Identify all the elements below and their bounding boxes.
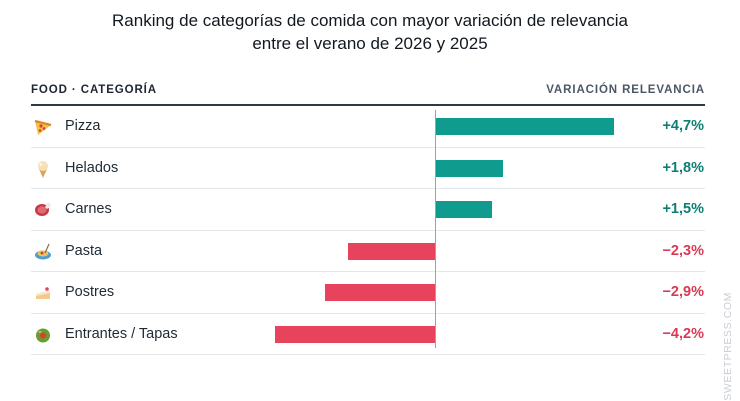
value-label: +4,7% xyxy=(662,118,704,134)
table-header: FOOD · CATEGORÍA VARIACIÓN RELEVANCIA xyxy=(31,84,705,100)
header-divider xyxy=(31,104,705,106)
pizza-icon xyxy=(33,117,53,137)
category-label: Pasta xyxy=(65,242,103,259)
bar-positive xyxy=(435,118,614,135)
bar-positive xyxy=(435,159,504,177)
value-label: −2,3% xyxy=(662,242,704,259)
value-label: −2,9% xyxy=(662,284,704,300)
chart-title-line-1: Ranking de categorías de comida con mayo… xyxy=(112,11,628,30)
chart-row: Carnes +1,5% xyxy=(31,189,705,231)
column-header-variation: VARIACIÓN RELEVANCIA xyxy=(546,84,705,96)
watermark: SWEETPRESS.COM xyxy=(722,292,734,401)
category-label: Entrantes / Tapas xyxy=(65,325,178,342)
olive-icon xyxy=(33,325,53,345)
value-label: +1,8% xyxy=(662,159,704,176)
chart-row: Pasta −2,3% xyxy=(31,231,705,272)
chart-title: Ranking de categorías de comida con mayo… xyxy=(0,9,740,55)
category-label: Pizza xyxy=(65,118,101,134)
bar-positive xyxy=(435,201,492,218)
chart-row: Helados +1,8% xyxy=(31,148,705,189)
bar-negative xyxy=(324,284,435,301)
value-label: −4,2% xyxy=(662,325,704,342)
value-label: +1,5% xyxy=(662,201,704,217)
pasta-icon xyxy=(33,242,53,262)
chart-row: Postres −2,9% xyxy=(31,272,705,314)
meat-icon xyxy=(33,200,53,220)
column-header-category: FOOD · CATEGORÍA xyxy=(31,84,157,96)
chart-title-line-2: entre el verano de 2026 y 2025 xyxy=(252,34,488,53)
chart-rows: Pizza +4,7% Helados +1,8% Carnes +1,5% Pasta −2… xyxy=(31,106,705,355)
category-label: Carnes xyxy=(65,201,112,217)
bar-negative xyxy=(275,325,435,343)
bar-negative xyxy=(347,242,435,260)
chart-row: Entrantes / Tapas −4,2% xyxy=(31,314,705,355)
cake-icon xyxy=(33,283,53,303)
zero-axis-line xyxy=(435,110,436,348)
ice-cream-icon xyxy=(33,159,53,179)
chart-row: Pizza +4,7% xyxy=(31,106,705,148)
category-label: Postres xyxy=(65,284,115,300)
category-label: Helados xyxy=(65,159,119,176)
